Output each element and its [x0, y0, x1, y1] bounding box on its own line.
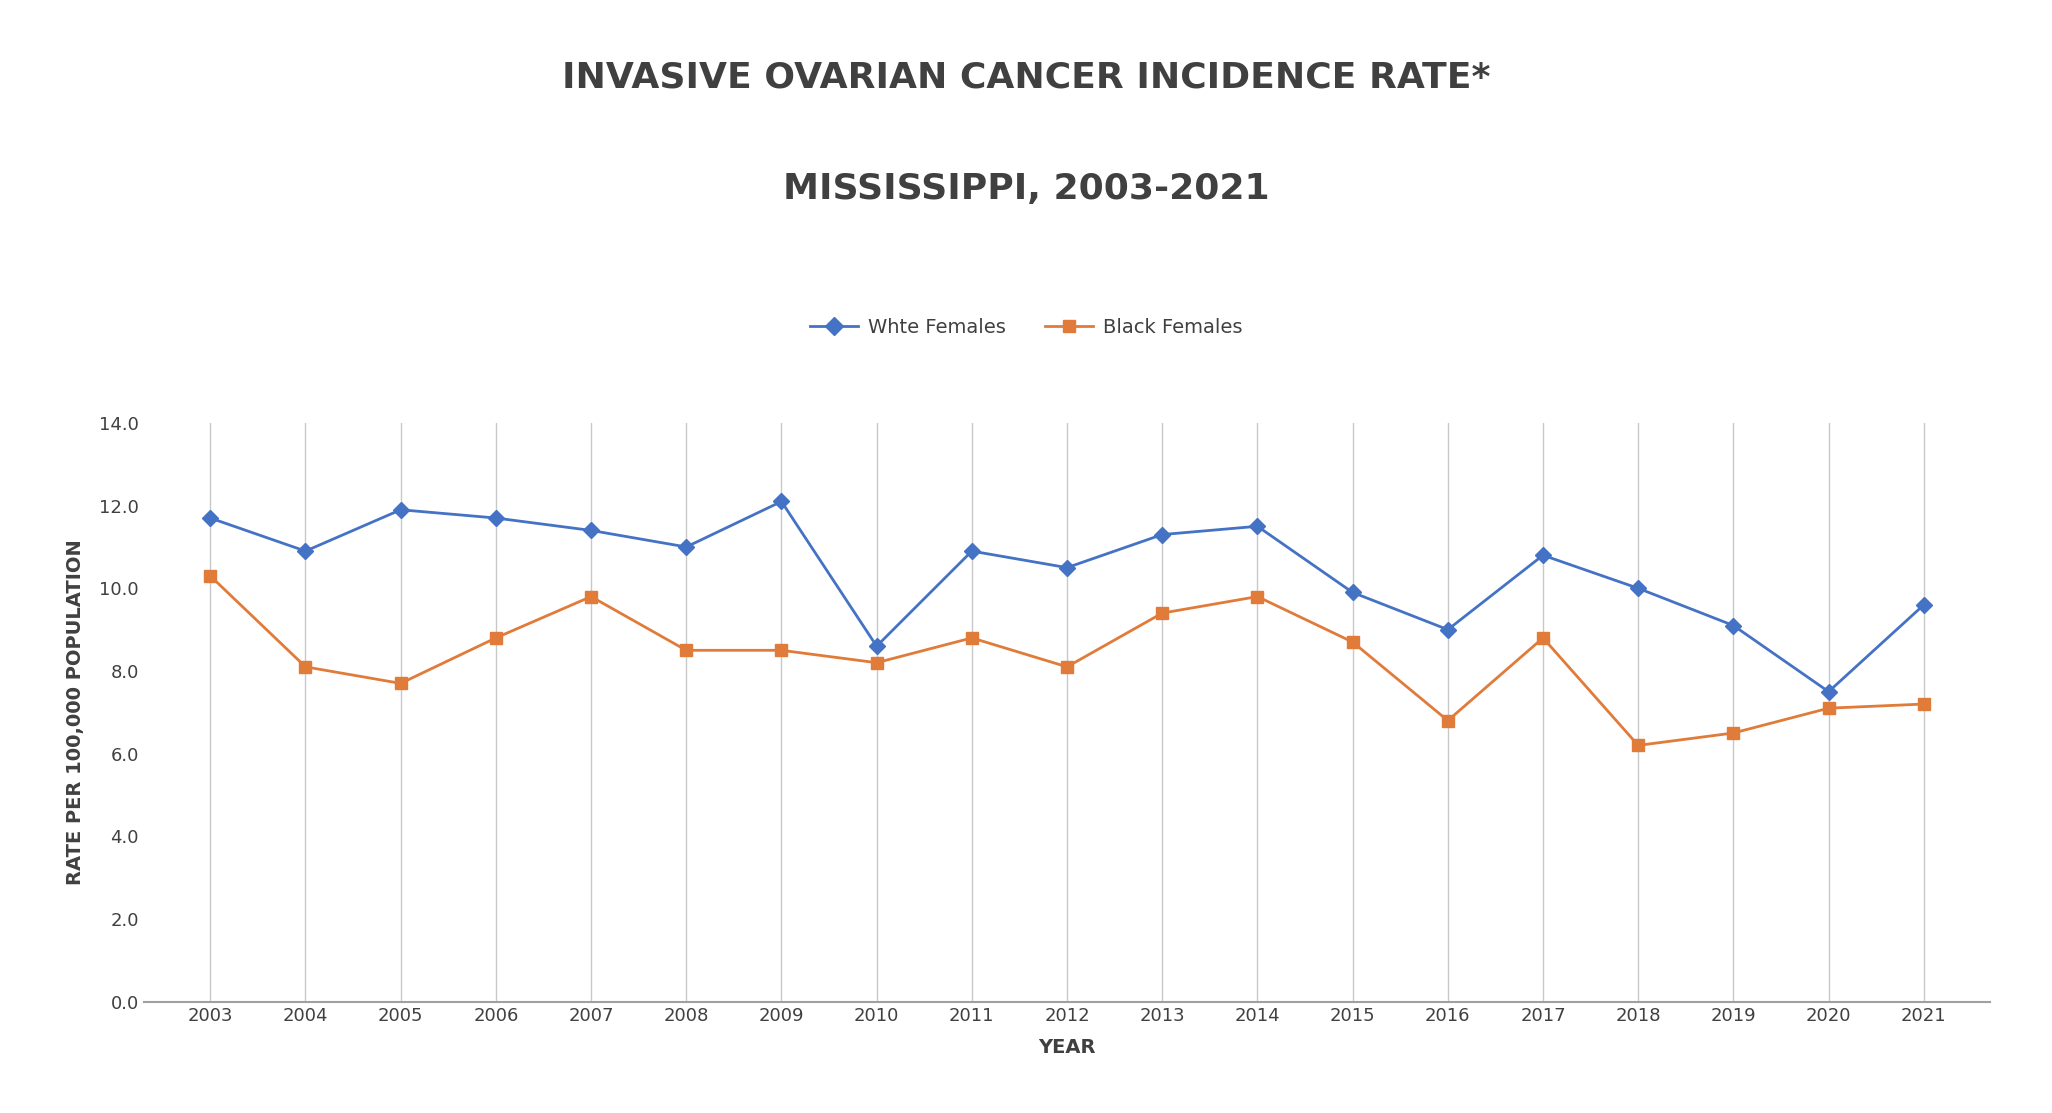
Black Females — [1912, 698, 1937, 711]
Black Females — [579, 590, 603, 603]
Whte Females — [1625, 582, 1650, 595]
Black Females — [197, 569, 222, 582]
Whte Females — [770, 495, 794, 509]
Whte Females — [1816, 684, 1841, 698]
Text: MISSISSIPPI, 2003-2021: MISSISSIPPI, 2003-2021 — [782, 173, 1270, 206]
Black Females — [1531, 631, 1555, 644]
Black Females — [960, 631, 985, 644]
Whte Females — [673, 540, 698, 553]
Whte Females — [579, 524, 603, 538]
Whte Females — [1722, 619, 1746, 632]
Black Females — [484, 631, 509, 644]
Black Females — [864, 656, 889, 669]
Whte Females — [1055, 561, 1079, 574]
Black Females — [1722, 727, 1746, 740]
Black Females — [770, 643, 794, 657]
Black Females — [1340, 636, 1365, 649]
Whte Females — [1246, 520, 1270, 533]
Whte Females — [484, 511, 509, 524]
Whte Females — [388, 503, 412, 516]
Whte Females — [1531, 549, 1555, 562]
Black Females — [293, 660, 318, 673]
Black Females — [1436, 713, 1461, 727]
Whte Females — [1340, 585, 1365, 599]
Whte Females — [1912, 598, 1937, 611]
Line: Whte Females: Whte Females — [205, 496, 1929, 697]
Black Females — [1246, 590, 1270, 603]
Whte Females — [864, 640, 889, 653]
Black Females — [1625, 739, 1650, 752]
Whte Females — [1149, 528, 1174, 541]
Whte Females — [197, 511, 222, 524]
Legend: Whte Females, Black Females: Whte Females, Black Females — [802, 311, 1250, 345]
Black Females — [388, 677, 412, 690]
Black Females — [1816, 701, 1841, 715]
Y-axis label: RATE PER 100,000 POPULATION: RATE PER 100,000 POPULATION — [66, 540, 84, 885]
Whte Females — [1436, 623, 1461, 637]
Black Females — [1149, 607, 1174, 620]
Whte Females — [293, 544, 318, 558]
Text: INVASIVE OVARIAN CANCER INCIDENCE RATE*: INVASIVE OVARIAN CANCER INCIDENCE RATE* — [562, 61, 1490, 95]
Whte Females — [960, 544, 985, 558]
X-axis label: YEAR: YEAR — [1038, 1038, 1096, 1057]
Line: Black Females: Black Females — [205, 570, 1929, 751]
Black Females — [673, 643, 698, 657]
Black Females — [1055, 660, 1079, 673]
